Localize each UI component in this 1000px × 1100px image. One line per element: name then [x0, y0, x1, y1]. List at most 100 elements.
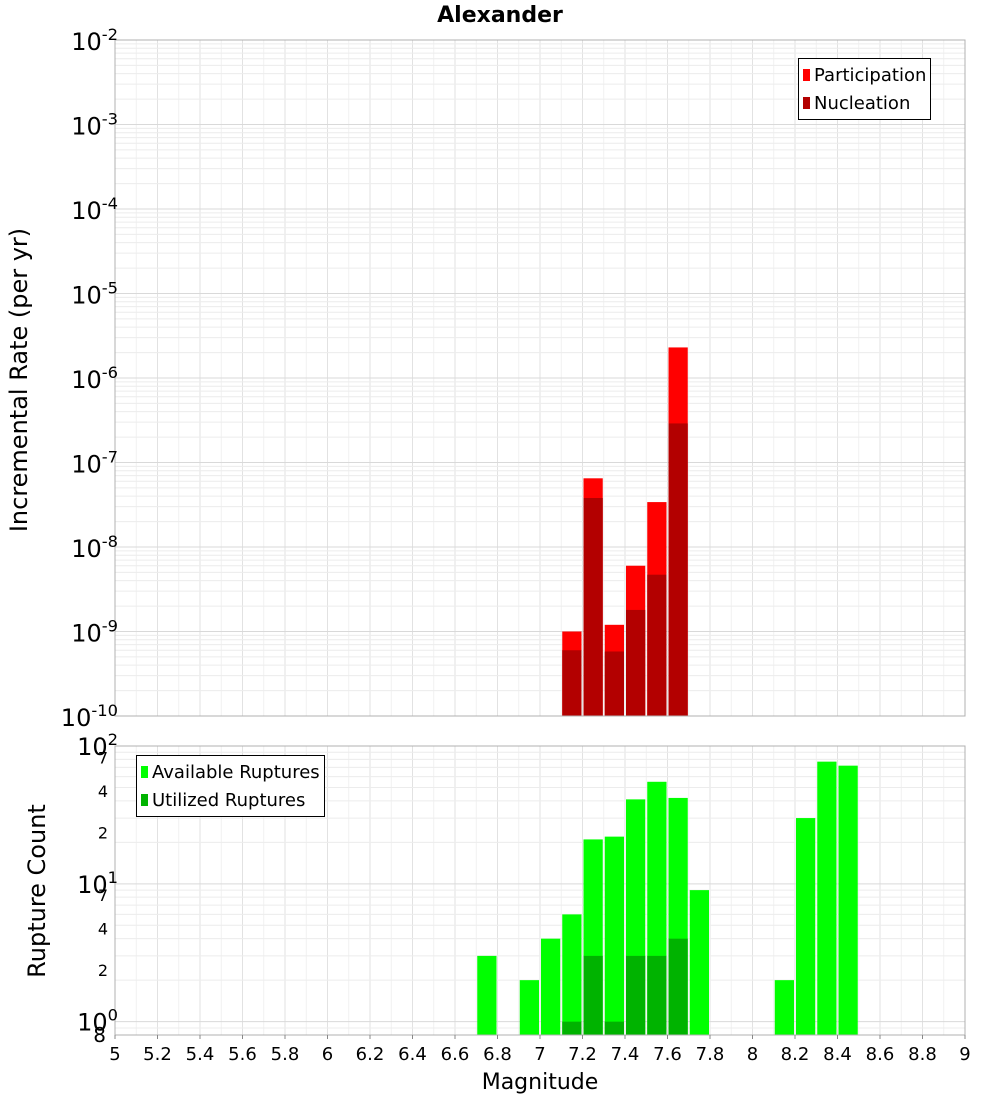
bottom-y-tick-label: 2 — [98, 961, 108, 980]
legend-item-available-ruptures: Available Ruptures — [139, 758, 320, 786]
bar-available-ruptures — [796, 818, 816, 1035]
tick-base: 10 — [71, 620, 102, 648]
x-tick-label: 8.4 — [823, 1044, 852, 1065]
x-tick-label: 6 — [322, 1044, 333, 1065]
bar-nucleation — [668, 423, 688, 716]
x-tick-label: 9 — [959, 1044, 970, 1065]
tick-base: 10 — [61, 704, 92, 732]
x-tick-label: 7.4 — [611, 1044, 640, 1065]
bottom-y-tick-label: 7 — [98, 886, 108, 905]
top-y-tick-label: 10-2 — [71, 25, 118, 56]
legend-item-utilized-ruptures: Utilized Ruptures — [139, 786, 320, 814]
bar-utilized-ruptures — [647, 955, 667, 1035]
bar-nucleation — [562, 650, 582, 716]
tick-exponent: 0 — [108, 1006, 118, 1025]
bottom-y-tick-label: 4 — [98, 920, 108, 939]
legend-swatch-utilized-ruptures — [141, 794, 148, 806]
legend-label-utilized-ruptures: Utilized Ruptures — [152, 789, 306, 811]
x-tick-label: 7 — [534, 1044, 545, 1065]
bar-nucleation — [583, 498, 603, 716]
tick-base: 10 — [71, 197, 102, 225]
top-legend: Participation Nucleation — [798, 58, 932, 120]
x-tick-label: 5.8 — [271, 1044, 300, 1065]
tick-base: 10 — [71, 451, 102, 479]
bottom-y-tick-label: 7 — [98, 748, 108, 767]
tick-exponent: 1 — [108, 868, 118, 887]
top-y-axis-label: Incremental Rate (per yr) — [5, 227, 33, 533]
legend-item-nucleation: Nucleation — [801, 89, 926, 117]
x-axis-label: Magnitude — [481, 1070, 599, 1095]
tick-exponent: -5 — [102, 279, 118, 298]
tick-exponent: -10 — [91, 701, 118, 720]
legend-swatch-participation — [803, 69, 810, 81]
bottom-legend: Available Ruptures Utilized Ruptures — [136, 755, 325, 817]
tick-base: 10 — [71, 535, 102, 563]
x-tick-label: 6.2 — [356, 1044, 385, 1065]
x-tick-label: 7.2 — [568, 1044, 597, 1065]
tick-base: 10 — [71, 113, 102, 141]
x-tick-label: 5.2 — [143, 1044, 172, 1065]
x-tick-label: 6.4 — [398, 1044, 427, 1065]
legend-label-participation: Participation — [814, 64, 927, 86]
x-tick-label: 5.4 — [186, 1044, 215, 1065]
x-tick-label: 5 — [109, 1044, 120, 1065]
x-tick-label: 7.6 — [653, 1044, 682, 1065]
tick-base: 10 — [71, 366, 102, 394]
bar-available-ruptures — [838, 765, 858, 1035]
tick-exponent: -6 — [102, 363, 118, 382]
top-y-tick-label: 10-6 — [71, 363, 118, 394]
tick-exponent: -4 — [102, 194, 118, 213]
legend-swatch-available-ruptures — [141, 766, 148, 778]
bar-available-ruptures — [689, 890, 709, 1035]
top-plot-border — [114, 39, 966, 717]
bar-available-ruptures — [604, 836, 624, 1035]
tick-base: 10 — [71, 282, 102, 310]
bar-available-ruptures — [817, 761, 837, 1035]
bar-available-ruptures — [519, 980, 539, 1035]
x-tick-label: 5.6 — [228, 1044, 257, 1065]
x-tick-label: 6.6 — [441, 1044, 470, 1065]
tick-base: 10 — [77, 1009, 108, 1037]
bottom-y-tick-label: 8 — [93, 1023, 106, 1047]
bar-nucleation — [604, 651, 624, 716]
x-tick-label: 7.8 — [696, 1044, 725, 1065]
x-tick-label: 6.8 — [483, 1044, 512, 1065]
x-tick-label: 8.6 — [866, 1044, 895, 1065]
tick-exponent: -3 — [102, 110, 118, 129]
top-y-tick-label: 10-8 — [71, 532, 118, 563]
bottom-y-tick-label: 2 — [98, 823, 108, 842]
bar-nucleation — [647, 574, 667, 716]
bottom-plot-bars — [477, 761, 858, 1035]
bottom-y-tick-label: 102 — [77, 730, 118, 761]
bottom-y-tick-label: 4 — [98, 782, 108, 801]
bar-utilized-ruptures — [668, 938, 688, 1035]
x-tick-label: 8 — [747, 1044, 758, 1065]
chart-title: Alexander — [437, 3, 563, 28]
top-y-tick-label: 10-10 — [61, 701, 118, 732]
tick-exponent: -2 — [102, 25, 118, 44]
top-y-tick-label: 10-3 — [71, 110, 118, 141]
bar-available-ruptures — [541, 938, 561, 1035]
top-y-tick-label: 10-4 — [71, 194, 118, 225]
legend-swatch-nucleation — [803, 97, 810, 109]
top-y-tick-label: 10-5 — [71, 279, 118, 310]
top-y-tick-label: 10-7 — [71, 448, 118, 479]
bottom-y-tick-label: 100 — [77, 1006, 118, 1037]
bar-nucleation — [626, 609, 646, 716]
bar-utilized-ruptures — [626, 955, 646, 1035]
legend-label-available-ruptures: Available Ruptures — [152, 761, 320, 783]
top-plot-grid — [114, 39, 966, 717]
tick-base: 10 — [77, 871, 108, 899]
legend-label-nucleation: Nucleation — [814, 92, 911, 114]
bottom-plot-x-ticks: 5 5.2 5.4 5.6 5.8 6 6.2 6.4 6.6 6.8 7 7.2 7.4 7.6 7.8 8… — [109, 1035, 971, 1065]
bar-available-ruptures — [562, 914, 582, 1035]
tick-exponent: -9 — [102, 617, 118, 636]
tick-exponent: -8 — [102, 532, 118, 551]
legend-item-participation: Participation — [801, 61, 926, 89]
bar-utilized-ruptures — [583, 955, 603, 1035]
tick-base: 10 — [71, 28, 102, 56]
x-tick-label: 8.8 — [908, 1044, 937, 1065]
